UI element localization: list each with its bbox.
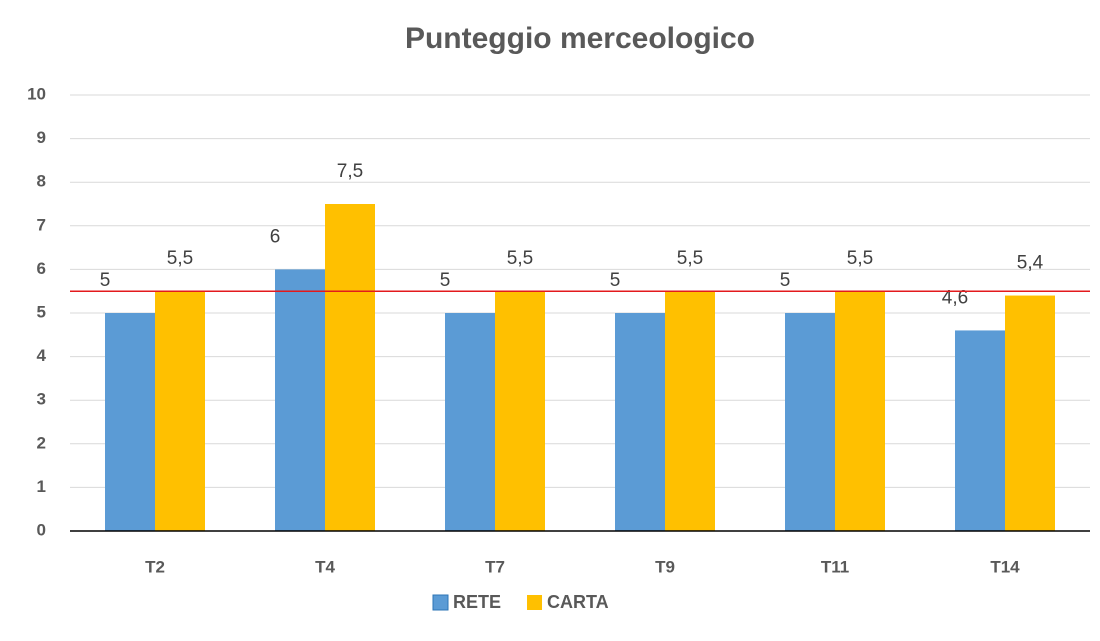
- bar: [495, 291, 545, 531]
- value-label: 5,5: [847, 248, 873, 269]
- bar: [1005, 295, 1055, 531]
- y-tick-label: 8: [37, 172, 46, 191]
- bar: [785, 313, 835, 531]
- y-tick-label: 7: [37, 215, 46, 234]
- y-tick-label: 9: [37, 128, 46, 147]
- chart-title: Punteggio merceologico: [405, 22, 755, 55]
- x-tick-label: T9: [655, 557, 675, 576]
- legend-label: CARTA: [547, 592, 609, 612]
- y-tick-label: 1: [37, 477, 46, 496]
- bar: [325, 204, 375, 531]
- bar: [955, 330, 1005, 531]
- y-tick-label: 4: [37, 346, 47, 365]
- y-tick-label: 10: [27, 84, 46, 103]
- value-label: 5: [780, 270, 791, 291]
- bar: [275, 269, 325, 531]
- bar: [665, 291, 715, 531]
- x-tick-label: T7: [485, 557, 505, 576]
- y-tick-label: 6: [37, 259, 46, 278]
- value-label: 6: [270, 226, 281, 247]
- value-label: 5,5: [677, 248, 703, 269]
- legend-swatch: [432, 594, 449, 611]
- value-label: 5,4: [1017, 253, 1044, 274]
- bar: [615, 313, 665, 531]
- x-tick-label: T2: [145, 557, 165, 576]
- x-tick-label: T11: [821, 557, 849, 576]
- value-label: 5: [440, 270, 451, 291]
- bar: [155, 291, 205, 531]
- y-tick-label: 0: [37, 520, 46, 539]
- legend-label: RETE: [453, 592, 501, 612]
- y-tick-label: 2: [37, 433, 46, 452]
- x-tick-label: T14: [990, 557, 1020, 576]
- y-tick-label: 5: [37, 302, 46, 321]
- value-label: 7,5: [337, 161, 363, 182]
- legend-swatch: [527, 595, 543, 610]
- value-label: 5: [610, 270, 621, 291]
- value-label: 5,5: [167, 248, 193, 269]
- x-tick-label: T4: [315, 557, 335, 576]
- bar: [105, 313, 155, 531]
- y-tick-label: 3: [37, 390, 46, 409]
- bar: [445, 313, 495, 531]
- value-label: 5,5: [507, 248, 533, 269]
- value-label: 4,6: [942, 287, 968, 308]
- bar: [835, 291, 885, 531]
- value-label: 5: [100, 270, 111, 291]
